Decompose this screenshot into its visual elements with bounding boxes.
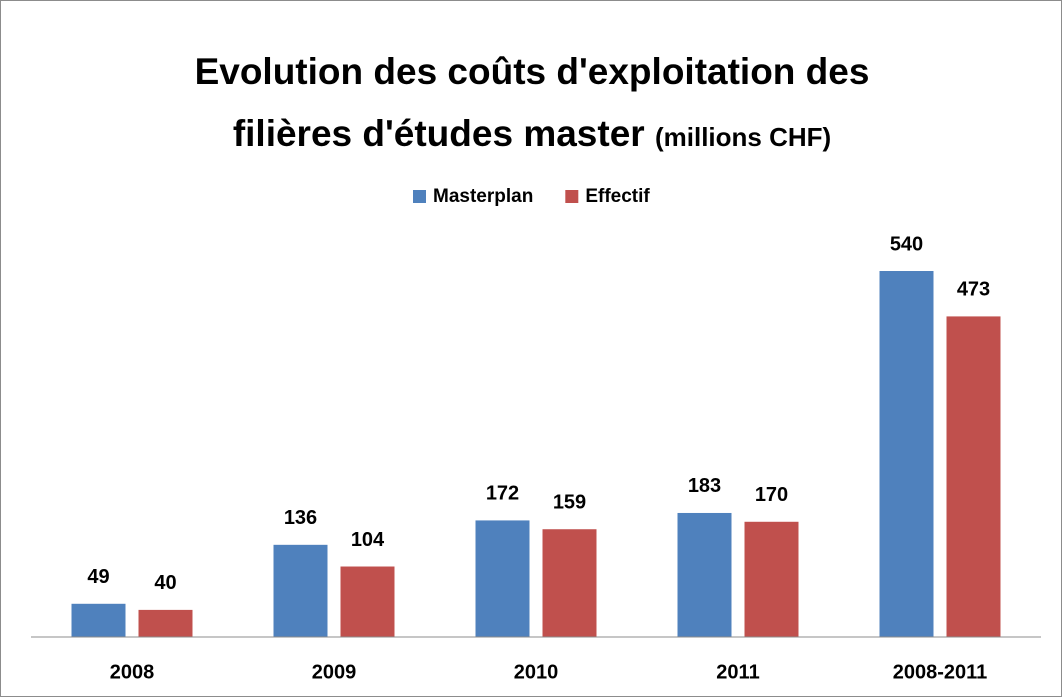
bar (71, 603, 126, 637)
bar (273, 544, 328, 637)
bar (138, 609, 193, 637)
bar (677, 512, 732, 637)
x-tick-label: 2008-2011 (893, 661, 988, 683)
legend-label: Effectif (585, 186, 650, 207)
legend-swatch (565, 190, 579, 203)
bar (744, 521, 799, 637)
chart-title-block: Evolution des coûts d'exploitation des f… (132, 41, 932, 168)
value-label: 183 (688, 475, 721, 497)
x-tick-label: 2010 (514, 661, 559, 683)
value-label: 104 (351, 529, 385, 551)
value-label: 159 (553, 492, 586, 514)
value-label: 172 (486, 483, 519, 505)
x-tick-label: 2008 (110, 661, 155, 683)
chart-subtitle: (millions CHF) (654, 122, 832, 152)
value-label: 540 (890, 233, 923, 255)
bar (475, 520, 530, 637)
value-label: 49 (87, 566, 109, 588)
bar (542, 529, 597, 637)
value-label: 170 (755, 484, 788, 506)
value-label: 136 (284, 507, 317, 529)
x-tick-label: 2009 (312, 661, 357, 683)
value-label: 40 (154, 572, 176, 594)
x-tick-label: 2011 (716, 661, 759, 683)
legend-swatch (413, 190, 426, 203)
chart-title: Evolution des coûts d'exploitation des f… (194, 51, 870, 154)
bar (946, 316, 1001, 637)
value-label: 473 (957, 279, 990, 301)
legend-label: Masterplan (433, 186, 533, 207)
bar (879, 271, 934, 637)
bar (340, 566, 395, 637)
